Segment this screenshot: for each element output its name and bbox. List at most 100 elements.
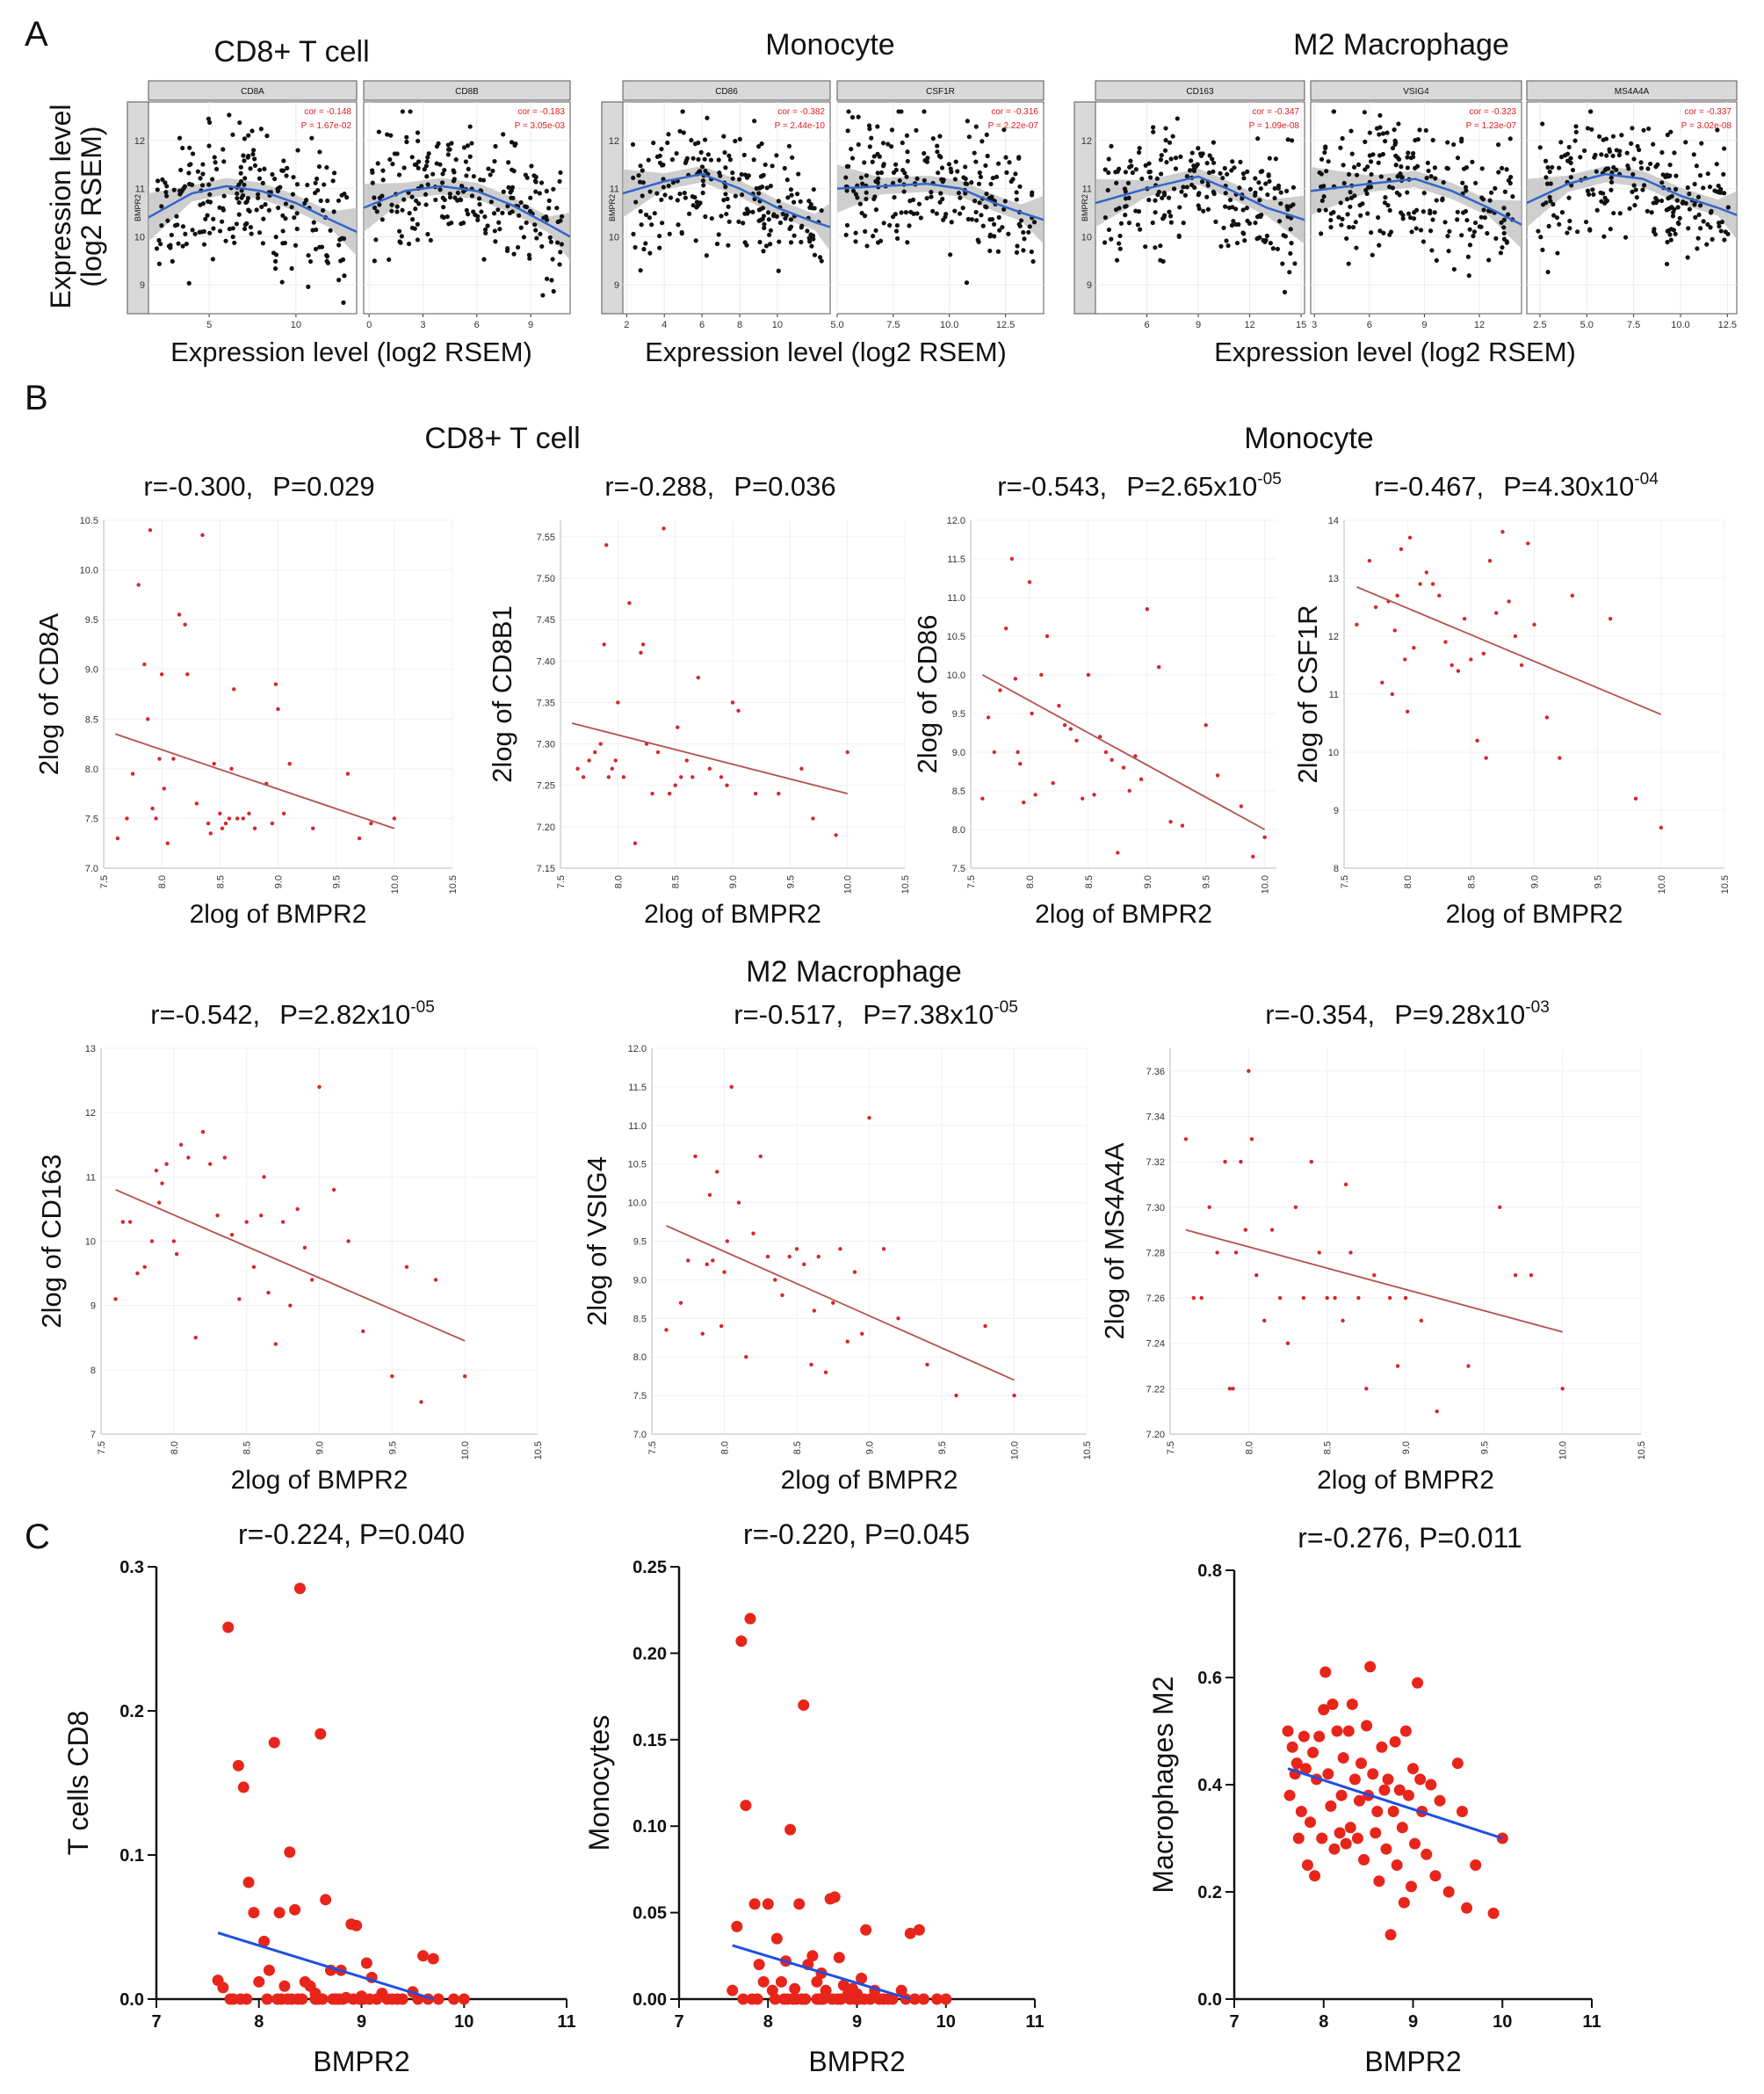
scatter-point [693,238,698,243]
scatter-point [543,214,549,220]
scatter-point [1241,176,1247,181]
scatter-point [1178,154,1183,160]
scatter-point [762,221,767,227]
scatter-point [416,201,422,207]
y-axis-label: 2log of VSIG4 [582,1156,612,1326]
scatter-point [533,228,539,233]
x-tick-label: 11 [1025,2012,1044,2032]
scatter-point [652,211,657,216]
scatter-point [965,119,970,124]
scatter-point [871,234,876,239]
scatter-point [521,235,527,240]
scatter-point [1009,178,1014,185]
scatter-point [351,1919,363,1931]
scatter-point [1309,1159,1314,1164]
scatter-point [186,170,192,176]
scatter-point [683,160,688,165]
x-tick-label: 2 [624,320,629,330]
scatter-point [1674,198,1680,203]
scatter-point [1647,161,1653,167]
scatter-point [1355,622,1359,627]
scatter-point [1361,1720,1373,1732]
scatter-point [873,207,879,213]
scatter-point [929,190,934,195]
scatter-point [1356,162,1362,168]
scatter-point [241,153,246,158]
panel-b-title-cd8: CD8+ T cell [424,422,580,455]
x-tick-label: 8.5 [671,875,682,888]
scatter-point [1257,198,1262,203]
scatter-point [1393,1784,1406,1796]
scatter-point [1196,191,1202,196]
scatter-point [793,1898,806,1910]
scatter-point [1428,208,1433,214]
scatter-point [638,208,643,214]
scatter-point [727,153,732,158]
scatter-point [1407,535,1413,540]
scatter-point [936,153,942,158]
panel-a-title-m2: M2 Macrophage [1293,28,1509,62]
scatter-point [1367,153,1372,158]
scatter-point [258,1935,271,1947]
scatter-point [341,235,347,242]
scatter-point [905,149,910,155]
scatter-point [1220,175,1225,181]
scatter-point [811,1975,823,1988]
scatter-point [1609,187,1614,192]
scatter-point [413,207,418,212]
scatter-point [227,112,232,118]
scatter-point [372,205,378,211]
section-label-c: C [25,1518,50,1556]
x-tick-label: 11 [1582,2012,1601,2032]
scatter-point [1109,236,1114,242]
x-tick-label: 7.5 [1340,875,1350,888]
scatter-point [1106,156,1111,162]
scatter-point [657,245,662,250]
scatter-point [1429,1870,1442,1882]
scatter-point [1395,1364,1400,1368]
scatter-point [667,231,672,236]
scatter-point [1400,213,1406,218]
scatter-point [523,172,528,178]
scatter-point [1616,152,1622,158]
scatter-point [1387,1806,1399,1817]
scatter-point [862,214,868,219]
scatter-point [1568,160,1573,166]
scatter-point [776,199,781,204]
scatter-point [1654,198,1660,204]
scatter-point [419,1400,423,1404]
scatter-point [943,211,949,217]
scatter-point [1380,1843,1392,1855]
x-axis-label: 2log of BMPR2 [1446,900,1623,929]
scatter-point [784,1823,797,1836]
scatter-point [272,176,278,182]
x-tick-label: 9.5 [937,1441,948,1454]
p-value: P=9.28x10 [1394,999,1525,1030]
scatter-point [1249,1137,1254,1141]
scatter-point [180,145,185,151]
scatter-point [1633,796,1638,801]
scatter-point [1421,239,1427,244]
scatter-point [1009,556,1015,562]
scatter-point [910,197,916,203]
scatter-point [537,191,542,196]
scatter-point [486,166,491,171]
scatter-point [915,211,920,216]
scatter-point [1150,125,1156,130]
scatter-point [630,141,636,147]
scatter-point [930,208,936,214]
scatter-point [1247,186,1254,192]
scatter-point [1473,180,1478,185]
panel-b-plot: 7.5 8.0 8.5 9.0 9.5 10.0 10.5891011121314r=-0.… [1292,470,1731,929]
scatter-point [1287,270,1292,275]
scatter-point [1013,677,1018,681]
scatter-point [1421,209,1426,214]
scatter-point [549,278,554,283]
scatter-point [1722,237,1727,243]
scatter-point [342,192,347,197]
scatter-point [238,170,243,176]
scatter-point [1394,190,1399,195]
x-tick-label: 5 [206,320,212,330]
scatter-point [508,190,513,195]
scatter-point [251,148,257,153]
